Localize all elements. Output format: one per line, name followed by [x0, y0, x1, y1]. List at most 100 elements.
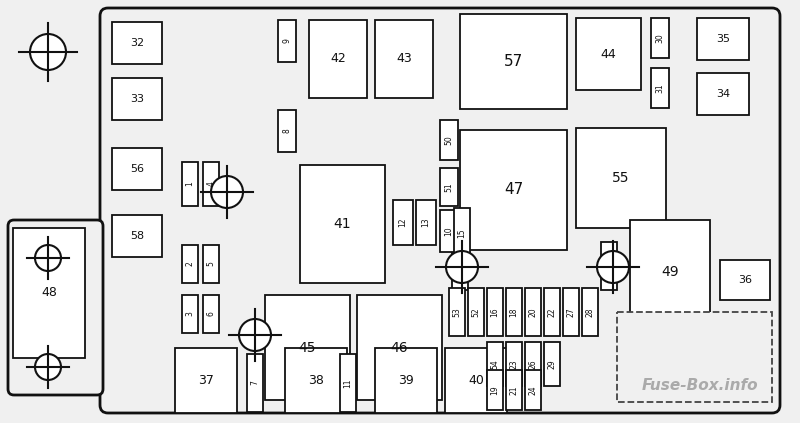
Text: 15: 15 — [458, 228, 466, 238]
Text: 24: 24 — [529, 385, 538, 395]
Bar — [112, 78, 162, 120]
Bar — [601, 242, 617, 290]
Bar — [651, 68, 669, 108]
Text: 18: 18 — [510, 307, 518, 317]
Circle shape — [30, 34, 66, 70]
Text: 21: 21 — [510, 385, 518, 395]
Bar — [440, 120, 458, 160]
Text: 46: 46 — [390, 341, 408, 354]
Bar — [630, 220, 710, 325]
Text: 9: 9 — [282, 38, 291, 44]
Text: 5: 5 — [206, 261, 215, 266]
Text: 51: 51 — [445, 182, 454, 192]
Bar — [440, 210, 458, 252]
Text: 36: 36 — [738, 275, 752, 285]
Bar — [454, 208, 470, 258]
Bar — [300, 165, 385, 283]
Text: 2: 2 — [186, 261, 194, 266]
Bar — [506, 370, 522, 410]
Bar — [617, 312, 772, 402]
Text: 49: 49 — [661, 266, 679, 280]
Text: 35: 35 — [716, 34, 730, 44]
Text: 50: 50 — [445, 135, 454, 145]
Text: 11: 11 — [343, 378, 353, 388]
Text: 47: 47 — [504, 182, 523, 198]
Bar — [449, 288, 465, 336]
Bar — [525, 342, 541, 386]
Bar — [576, 18, 641, 90]
Bar — [182, 295, 198, 333]
Text: 8: 8 — [282, 129, 291, 133]
Bar — [112, 22, 162, 64]
Text: 38: 38 — [308, 374, 324, 387]
Bar — [452, 242, 468, 290]
Circle shape — [35, 354, 61, 380]
Bar — [309, 20, 367, 98]
Bar — [278, 110, 296, 152]
Bar — [340, 354, 356, 412]
Bar — [460, 130, 567, 250]
Text: 57: 57 — [504, 54, 523, 69]
Bar — [506, 342, 522, 386]
Text: 29: 29 — [547, 359, 557, 369]
Circle shape — [35, 245, 61, 271]
Text: 32: 32 — [130, 38, 144, 48]
Bar — [393, 200, 413, 245]
Text: 31: 31 — [655, 83, 665, 93]
Bar — [697, 73, 749, 115]
Bar — [247, 354, 263, 412]
Circle shape — [597, 251, 629, 283]
Bar — [182, 162, 198, 206]
Bar — [265, 295, 350, 400]
Text: 30: 30 — [655, 33, 665, 43]
Text: 41: 41 — [334, 217, 351, 231]
Bar — [576, 128, 666, 228]
Text: 34: 34 — [716, 89, 730, 99]
Text: 23: 23 — [510, 359, 518, 369]
Text: 27: 27 — [566, 307, 575, 317]
Bar — [375, 20, 433, 98]
Bar — [651, 18, 669, 58]
Text: 4: 4 — [206, 181, 215, 187]
Text: 20: 20 — [529, 307, 538, 317]
Bar — [278, 20, 296, 62]
Text: 37: 37 — [198, 374, 214, 387]
Text: 7: 7 — [250, 381, 259, 385]
Text: 12: 12 — [398, 218, 407, 227]
Bar — [13, 228, 85, 358]
Text: 10: 10 — [445, 226, 454, 236]
Bar — [544, 288, 560, 336]
Bar — [460, 14, 567, 109]
Circle shape — [211, 176, 243, 208]
Text: 48: 48 — [41, 286, 57, 299]
Text: 53: 53 — [453, 307, 462, 317]
Text: 16: 16 — [490, 307, 499, 317]
Circle shape — [446, 251, 478, 283]
Text: 17: 17 — [455, 261, 465, 271]
Bar — [416, 200, 436, 245]
Text: 26: 26 — [529, 359, 538, 369]
Text: 39: 39 — [398, 374, 414, 387]
Text: 6: 6 — [206, 312, 215, 316]
Bar — [487, 342, 503, 386]
Bar — [525, 288, 541, 336]
Bar — [487, 370, 503, 410]
Bar — [720, 260, 770, 300]
Circle shape — [239, 319, 271, 351]
Text: 33: 33 — [130, 94, 144, 104]
Bar — [582, 288, 598, 336]
Text: 45: 45 — [298, 341, 316, 354]
Text: 19: 19 — [490, 385, 499, 395]
Bar — [375, 348, 437, 413]
Bar — [112, 215, 162, 257]
Bar — [175, 348, 237, 413]
Bar — [285, 348, 347, 413]
Text: 40: 40 — [468, 374, 484, 387]
Bar — [203, 295, 219, 333]
Text: Fuse-Box.info: Fuse-Box.info — [642, 377, 758, 393]
Bar — [357, 295, 442, 400]
Bar — [487, 288, 503, 336]
FancyBboxPatch shape — [100, 8, 780, 413]
Bar — [112, 148, 162, 190]
Text: 52: 52 — [471, 307, 481, 317]
